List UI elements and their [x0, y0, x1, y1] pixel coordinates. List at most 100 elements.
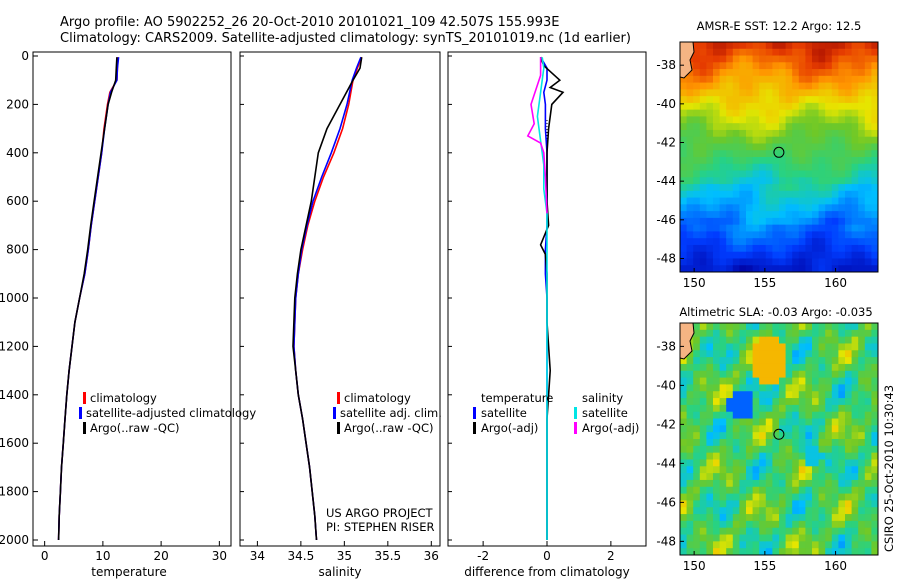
legend-swatch-sal-satellite: [574, 407, 577, 419]
map-cell: [699, 541, 707, 549]
map-cell: [706, 75, 714, 84]
map-cell: [706, 350, 714, 358]
map-cell: [706, 42, 714, 50]
map-cell: [732, 507, 740, 515]
map-cell: [706, 548, 714, 555]
map-cell: [706, 534, 714, 542]
salinity-legend: climatology satellite adj. clim. Argo(..…: [333, 391, 442, 435]
map-cell: [864, 123, 872, 131]
map-cell: [831, 197, 839, 205]
map-cell: [792, 48, 800, 57]
map-cell: [838, 541, 846, 549]
map-cell: [699, 157, 707, 165]
map-cell: [779, 42, 787, 50]
map-cell: [746, 62, 754, 70]
map-cell: [838, 350, 846, 358]
map-cell: [871, 42, 878, 50]
map-cell: [759, 425, 767, 433]
map-cell: [845, 143, 853, 151]
map-cell: [765, 82, 773, 90]
map-cell: [805, 350, 813, 358]
map-cell: [831, 55, 839, 63]
map-cell: [732, 459, 740, 467]
map-cell: [798, 343, 806, 351]
map-cell: [805, 336, 813, 345]
map-cell: [798, 258, 806, 266]
map-cell: [699, 109, 707, 118]
header-line1: Argo profile: AO 5902252_26 20-Oct-2010 …: [60, 15, 559, 30]
map-cell: [871, 343, 878, 351]
map-cell: [818, 244, 826, 253]
map-cell: [706, 62, 714, 70]
map-cell: [693, 190, 701, 199]
map-cell: [858, 75, 866, 84]
map-cell: [726, 190, 734, 199]
map-cell: [739, 473, 747, 481]
map-cell: [699, 493, 707, 502]
map-cell: [765, 336, 773, 345]
map-cell: [845, 224, 853, 233]
map-cell: [858, 452, 866, 461]
map-cell: [792, 514, 800, 522]
map-cell: [851, 445, 859, 454]
map-cell: [831, 89, 839, 97]
map-cell: [792, 123, 800, 131]
map-cell: [864, 150, 872, 158]
map-cell: [864, 350, 872, 358]
map-cell: [845, 425, 853, 433]
map-cell: [792, 217, 800, 226]
map-cell: [845, 350, 853, 358]
map-cell: [686, 445, 694, 454]
map-cell: [845, 157, 853, 165]
map-cell: [792, 452, 800, 461]
map-cell: [798, 129, 806, 138]
map-cell: [759, 42, 767, 50]
map-cell: [818, 445, 826, 454]
map-cell: [831, 336, 839, 345]
map-cell: [779, 109, 787, 118]
map-cell: [746, 89, 754, 97]
map-cell: [732, 150, 740, 158]
map-cell: [831, 163, 839, 172]
map-cell: [818, 350, 826, 358]
map-cell: [726, 329, 734, 338]
map-cell: [765, 514, 773, 522]
difference-series: [526, 56, 565, 540]
map-cell: [851, 534, 859, 542]
map-cell: [858, 336, 866, 345]
map-cell: [805, 432, 813, 440]
map-cell: [838, 102, 846, 111]
map-cell: [825, 473, 833, 481]
map-cell: [818, 157, 826, 165]
map-cell: [792, 520, 800, 529]
map-cell: [739, 514, 747, 522]
map-cell: [772, 42, 780, 50]
map-cell: [864, 204, 872, 212]
map-cell: [825, 244, 833, 253]
map-cell: [792, 370, 800, 379]
map-cell: [831, 479, 839, 488]
map-cell: [851, 323, 859, 331]
series-satellite-adjusted-climatology: [57, 57, 120, 541]
series-salinity-satellite: [536, 57, 548, 540]
map-cell: [746, 238, 754, 246]
map-cell: [732, 55, 740, 63]
map-cell: [785, 473, 793, 481]
map-cell: [838, 170, 846, 178]
map-cell: [713, 109, 721, 118]
map-cell: [825, 479, 833, 488]
map-cell: [752, 163, 760, 172]
map-cell: [706, 197, 714, 205]
map-cell: [785, 466, 793, 474]
map-cell: [779, 514, 787, 522]
map-cell: [680, 75, 688, 84]
map-cell: [686, 244, 694, 253]
map-cell: [693, 384, 701, 392]
map-cell: [792, 329, 800, 338]
map-cell: [858, 55, 866, 63]
map-cell: [699, 62, 707, 70]
map-cell: [825, 42, 833, 50]
map-cell: [831, 439, 839, 447]
map-cell: [752, 404, 760, 413]
map-cell: [812, 102, 820, 111]
